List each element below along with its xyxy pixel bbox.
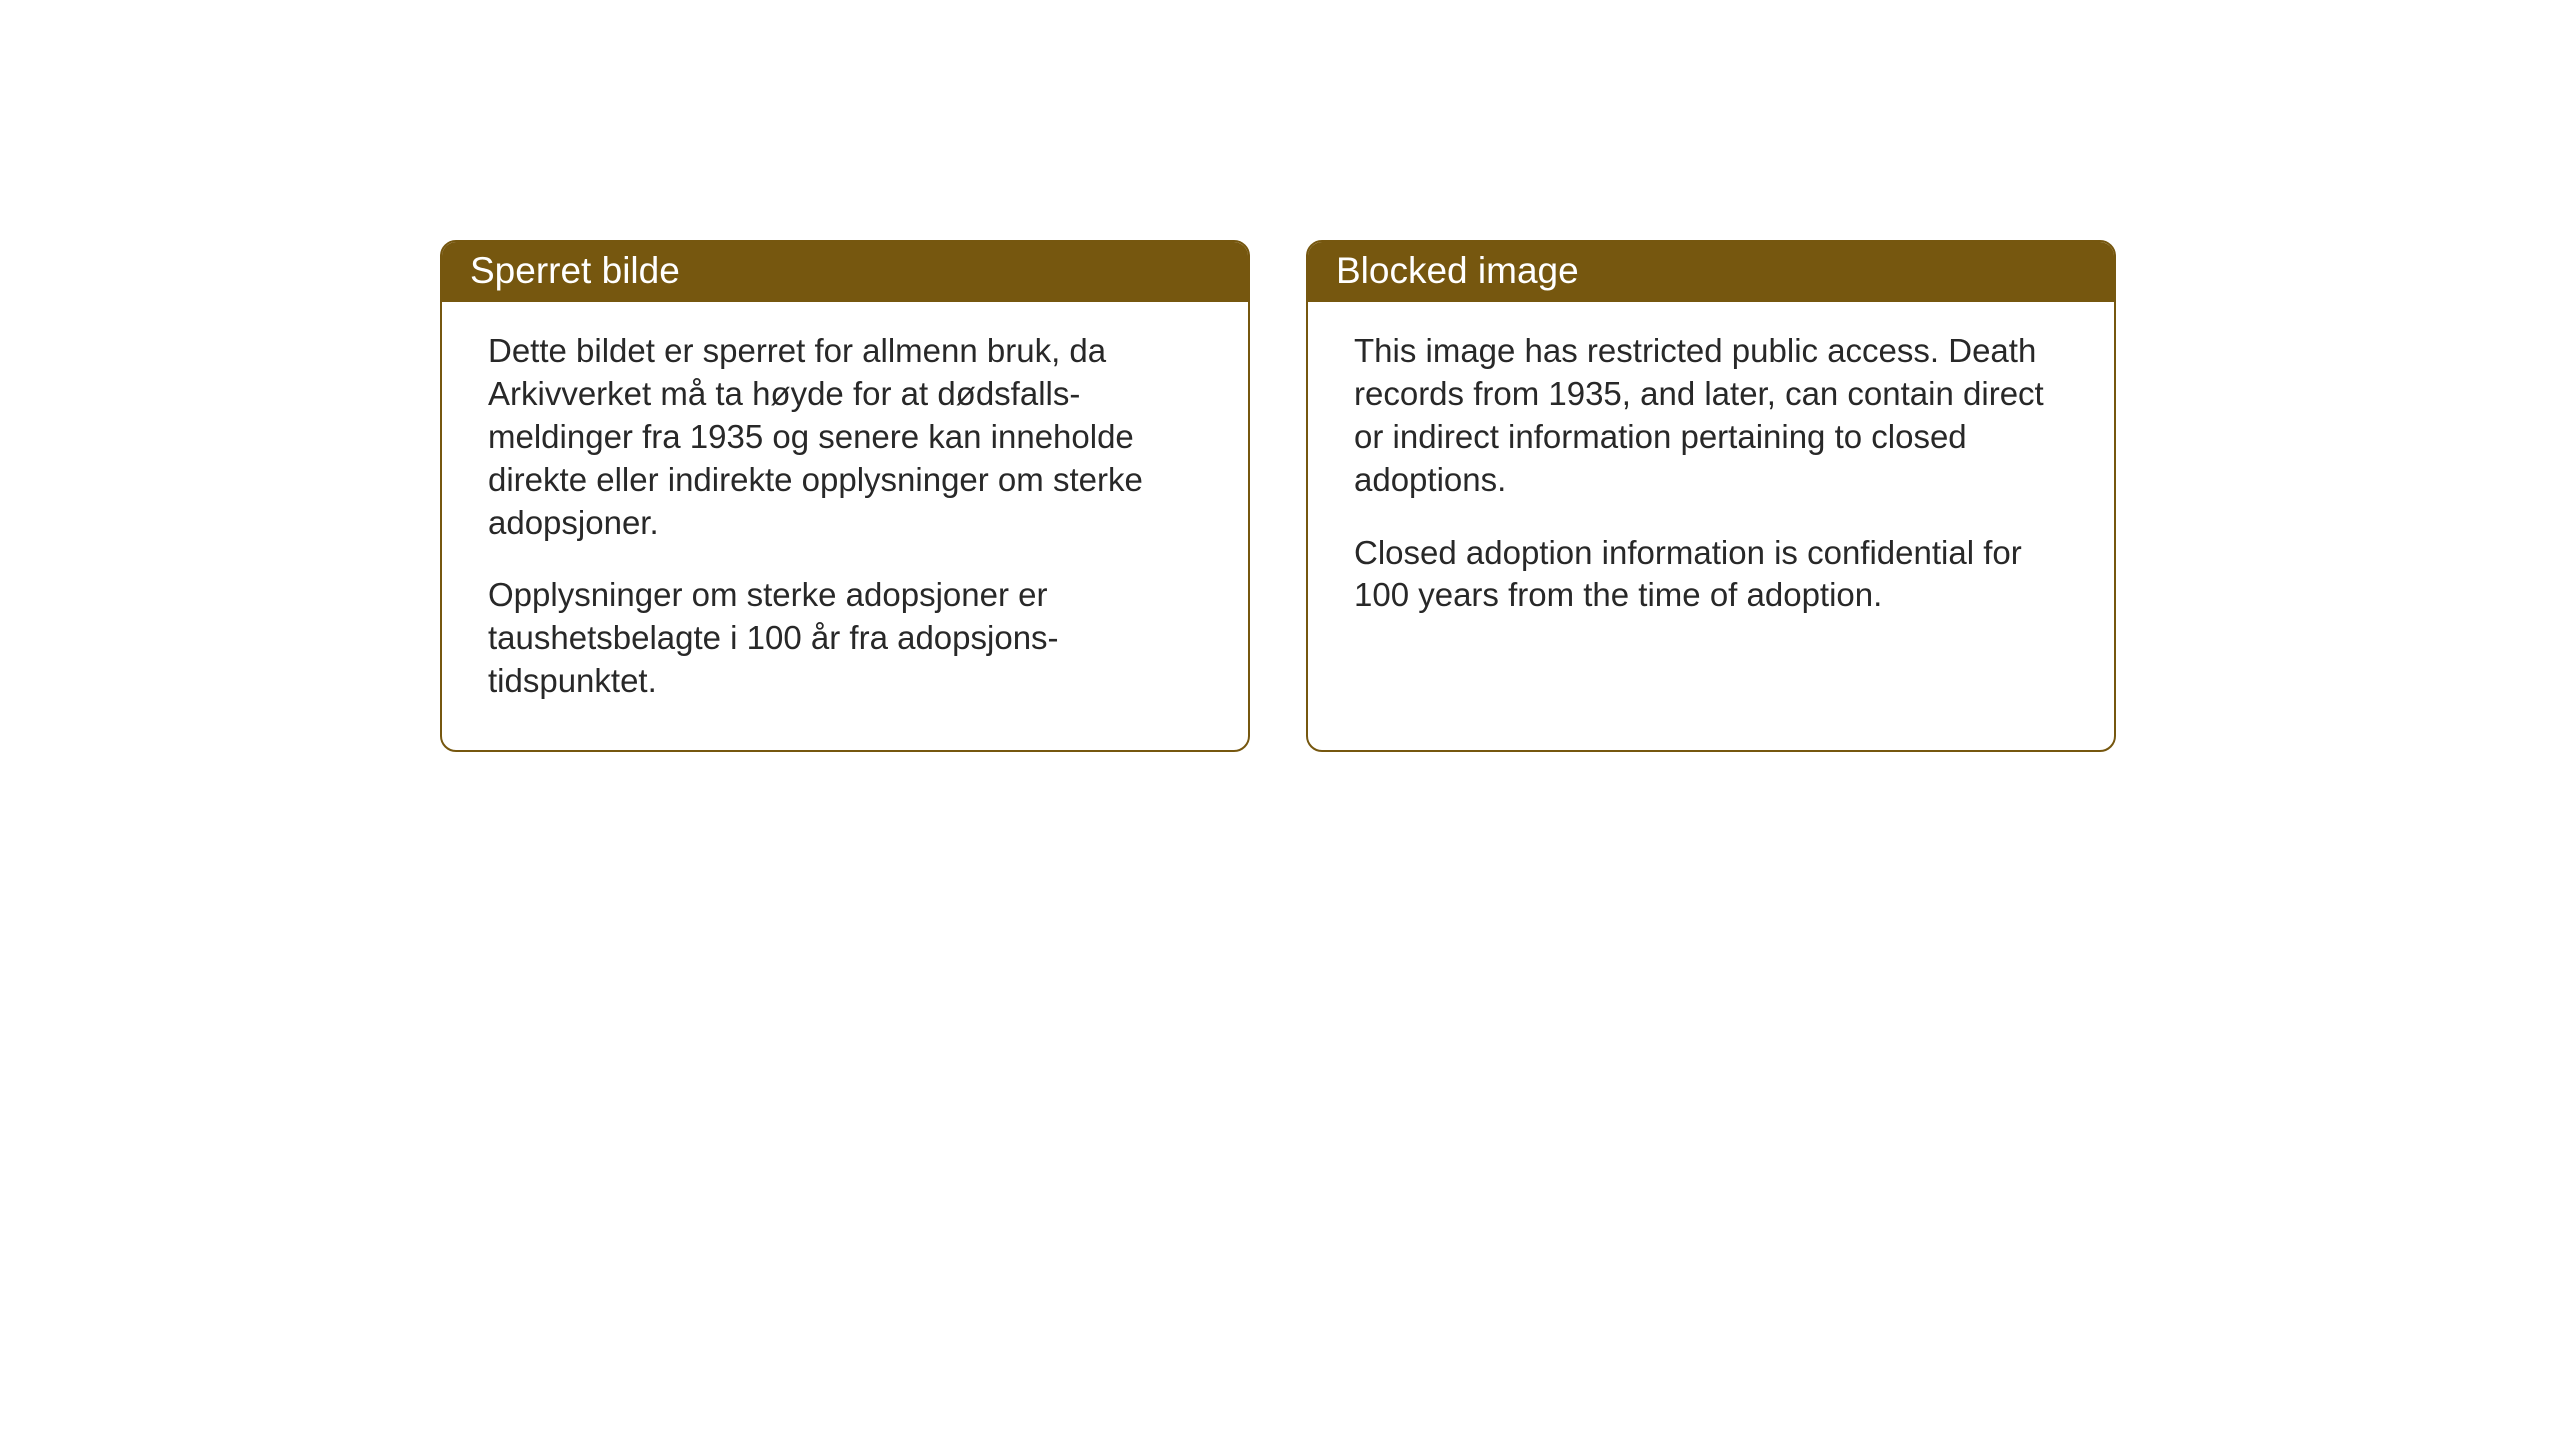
notice-header-english: Blocked image [1308, 242, 2114, 302]
notice-body-norwegian: Dette bildet er sperret for allmenn bruk… [442, 302, 1248, 743]
notice-header-norwegian: Sperret bilde [442, 242, 1248, 302]
notice-body-english: This image has restricted public access.… [1308, 302, 2114, 657]
notice-card-english: Blocked image This image has restricted … [1306, 240, 2116, 752]
notice-paragraph-1-norwegian: Dette bildet er sperret for allmenn bruk… [488, 330, 1202, 544]
notice-paragraph-1-english: This image has restricted public access.… [1354, 330, 2068, 502]
notice-card-norwegian: Sperret bilde Dette bildet er sperret fo… [440, 240, 1250, 752]
notice-paragraph-2-english: Closed adoption information is confident… [1354, 532, 2068, 618]
notice-container: Sperret bilde Dette bildet er sperret fo… [440, 240, 2116, 752]
notice-paragraph-2-norwegian: Opplysninger om sterke adopsjoner er tau… [488, 574, 1202, 703]
